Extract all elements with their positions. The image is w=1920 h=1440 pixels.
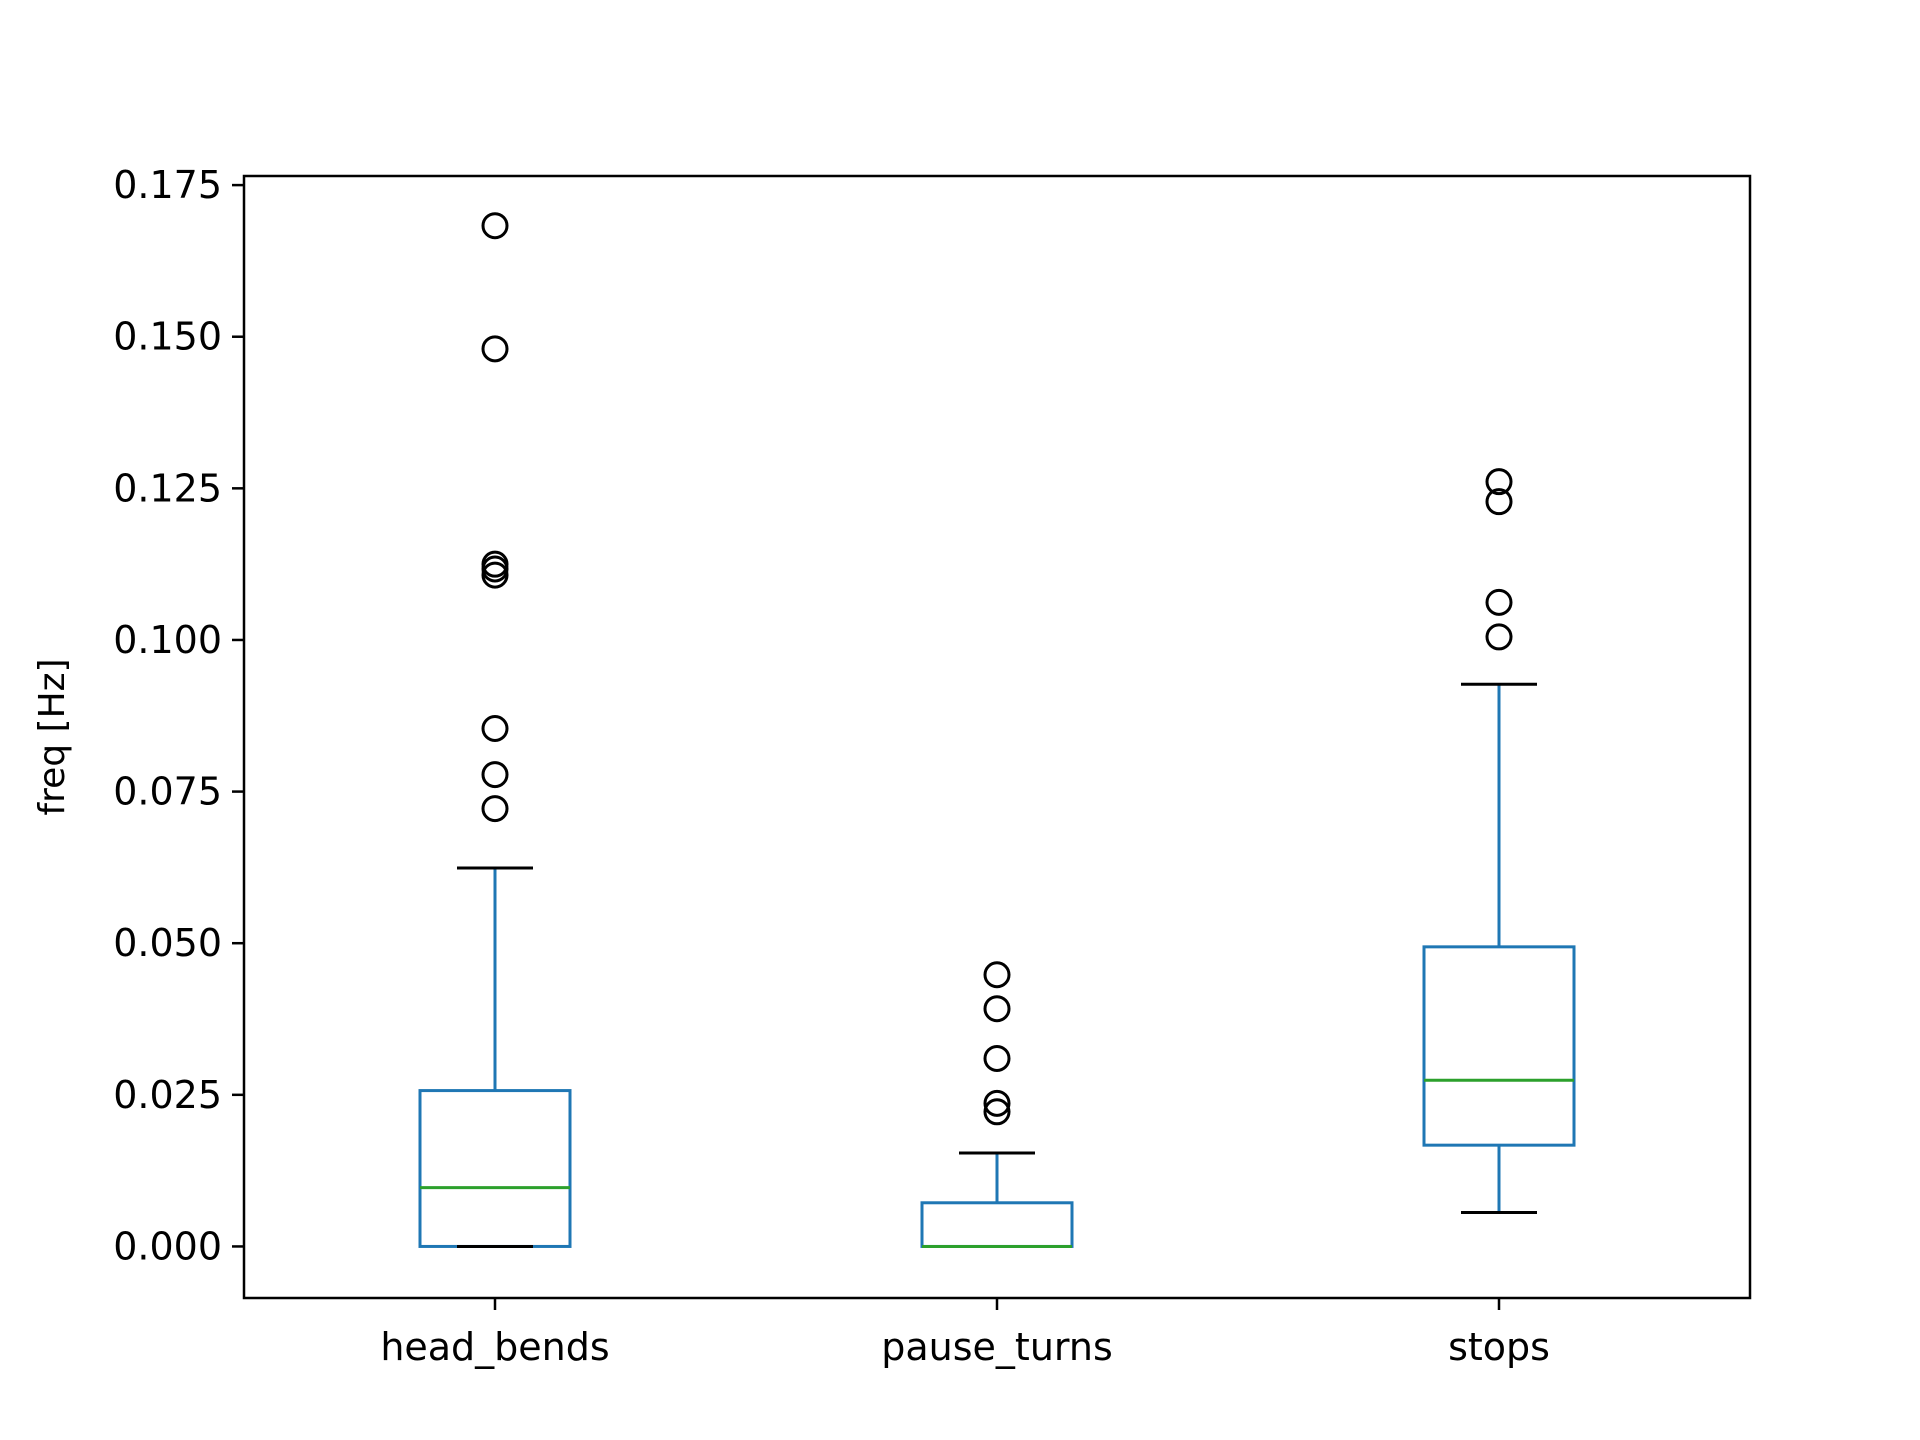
outlier-point (983, 1098, 1011, 1126)
box-pause-turns (920, 961, 1074, 1248)
outlier-point (481, 715, 509, 743)
x-tick-label-stops: stops (1448, 1325, 1550, 1369)
outlier-point (983, 995, 1011, 1023)
outlier-point (1485, 588, 1513, 616)
y-tick-label: 0.000 (113, 1224, 222, 1268)
y-tick-label: 0.025 (113, 1073, 222, 1117)
outlier-point (1485, 623, 1513, 651)
outlier-point (481, 212, 509, 240)
outlier-point (481, 795, 509, 823)
outlier-point (481, 761, 509, 789)
outlier-point (983, 1044, 1011, 1072)
x-tick-label-head-bends: head_bends (380, 1325, 609, 1369)
outlier-point (481, 550, 509, 578)
y-tick-label: 0.075 (113, 770, 222, 814)
iqr-box (1422, 945, 1576, 1147)
y-tick-label: 0.150 (113, 315, 222, 359)
y-axis: 0.000 0.025 0.050 0.075 0.100 0.125 0.150 0.175 (113, 163, 244, 1268)
y-tick-label: 0.050 (113, 921, 222, 965)
y-tick-label: 0.125 (113, 466, 222, 510)
outlier-point (1485, 468, 1513, 496)
y-tick-label: 0.175 (113, 163, 222, 207)
x-axis: head_bends pause_turns stops (380, 1298, 1550, 1369)
y-tick-label: 0.100 (113, 618, 222, 662)
outlier-point (983, 961, 1011, 989)
outlier-point (1485, 488, 1513, 516)
box-head-bends (418, 212, 572, 1248)
outlier-point (983, 1089, 1011, 1117)
y-axis-label: freq [Hz] (32, 658, 73, 815)
x-tick-label-pause-turns: pause_turns (881, 1325, 1113, 1369)
outlier-point (481, 335, 509, 363)
box-stops (1422, 468, 1576, 1214)
plot-content (418, 212, 1576, 1248)
